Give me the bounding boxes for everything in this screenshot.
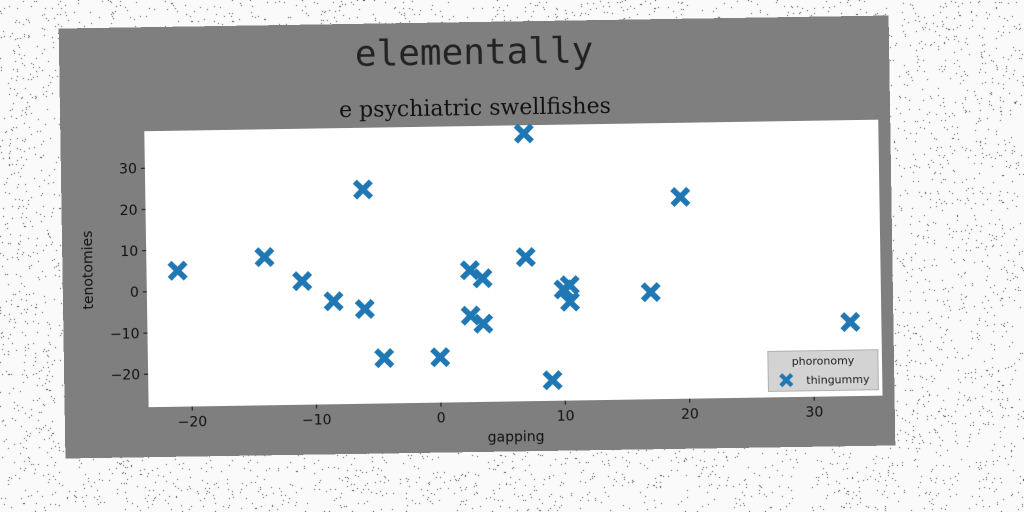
legend-label: thingummy [806,373,870,387]
data-point [559,275,580,296]
data-point [840,311,861,333]
y-tick-label: −10 [110,326,140,342]
x-axis-label: gapping [488,429,545,446]
y-tick-label: 0 [130,285,139,301]
data-point [542,370,563,391]
data-point [473,313,494,334]
data-point [640,282,661,303]
data-point [354,298,375,320]
legend-box [767,349,879,392]
legend-marker [779,373,794,388]
data-point [513,123,534,144]
data-point [459,260,481,281]
data-point [352,179,374,200]
plot-area [144,119,883,408]
x-tick-label: −20 [178,414,208,430]
scatter-plot: −20 −10 0 10 20 30 −20 −10 0 10 20 30 gapping teno… [80,119,883,446]
x-tick-label: 10 [557,408,575,424]
data-point [472,268,493,289]
legend-title: phoronomy [792,354,855,368]
y-axis-label: tenotomies [80,230,97,309]
data-point [374,348,395,369]
data-point [167,260,188,281]
x-tick-label: 20 [681,407,699,423]
data-point [460,305,481,326]
data-points [167,123,861,391]
data-point [670,186,691,208]
data-point [559,291,581,312]
data-point [323,291,344,312]
x-tick-label: −10 [302,412,332,428]
data-point [292,271,313,292]
y-tick-label: −20 [110,367,140,383]
legend: phoronomy thingummy [767,349,879,392]
y-tick-label: 30 [119,161,137,177]
data-point [254,246,275,268]
x-tick-label: 30 [805,405,823,421]
data-point [430,347,451,368]
y-tick-label: 20 [120,203,138,219]
y-tick-label: 10 [120,244,138,260]
y-axis: −20 −10 0 10 20 30 [110,161,149,384]
data-point [515,246,536,268]
legend-marker-x [779,373,794,388]
chart-figure: elementally e psychiatric swellfishes −2… [58,15,896,459]
x-tick-label: 0 [437,411,446,427]
x-axis: −20 −10 0 10 20 30 [178,396,823,431]
